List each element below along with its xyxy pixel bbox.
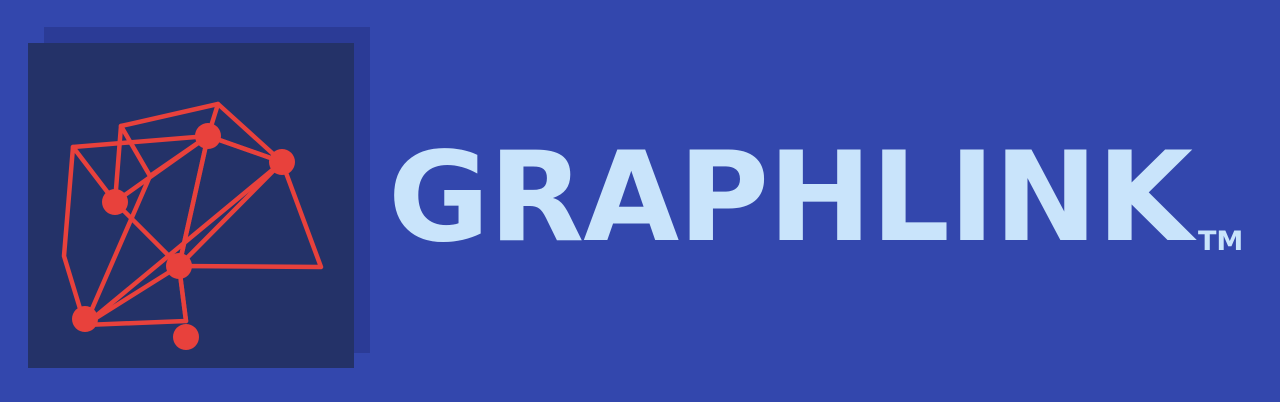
logo	[28, 27, 370, 368]
brand-name: GRAPHLINK	[388, 126, 1193, 270]
trademark-symbol: TM	[1198, 226, 1244, 257]
logo-mark	[28, 43, 354, 368]
network-graph-icon	[61, 101, 324, 350]
